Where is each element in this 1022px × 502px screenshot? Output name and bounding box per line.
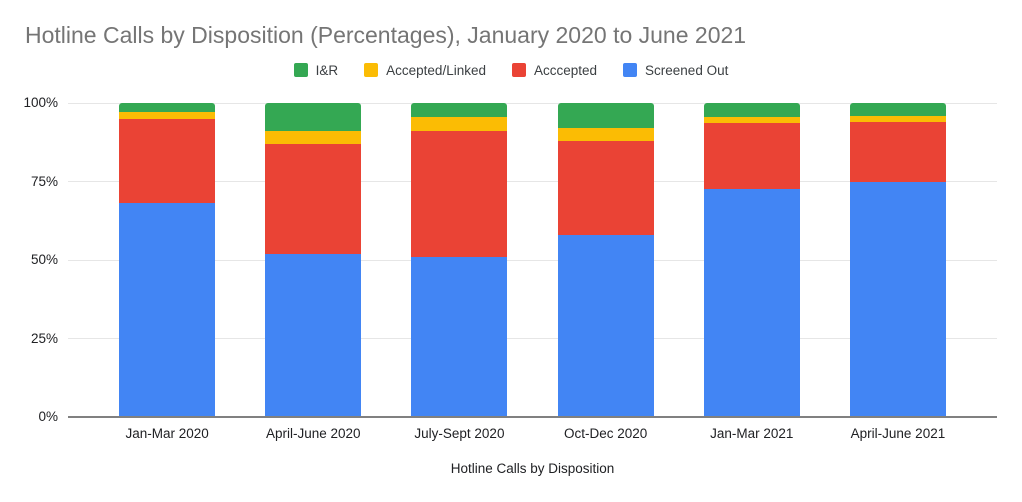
y-axis-labels: 0% 25% 50% 75% 100% bbox=[0, 96, 58, 424]
legend-label: Acccepted bbox=[533, 62, 598, 78]
x-tick-label-july-sept-2020: July-Sept 2020 bbox=[414, 426, 505, 441]
y-tick-label-0%: 0% bbox=[38, 409, 58, 424]
bar-april-june-2020[interactable] bbox=[265, 103, 362, 417]
bar-segment-i-r[interactable] bbox=[119, 103, 216, 113]
y-tick-label-75%: 75% bbox=[30, 173, 58, 189]
plot-area bbox=[68, 102, 997, 418]
bar-segment-accepted-linked[interactable] bbox=[557, 128, 654, 141]
legend-swatch-screened-out bbox=[623, 63, 638, 77]
legend-swatch-acccepted bbox=[511, 63, 526, 77]
bar-segment-acccepted[interactable] bbox=[265, 143, 362, 254]
y-tick-label-50%: 50% bbox=[30, 252, 58, 267]
bar-slot-jan-mar-2021 bbox=[679, 103, 825, 417]
legend-label: Screened Out bbox=[645, 62, 729, 78]
legend-item-i-r: I&R bbox=[293, 62, 339, 78]
x-axis-title: Hotline Calls by Disposition bbox=[450, 461, 615, 476]
bar-april-june-2021[interactable] bbox=[849, 103, 946, 417]
gridline-25% bbox=[68, 338, 997, 339]
bar-jan-mar-2020[interactable] bbox=[119, 103, 216, 417]
bar-segment-accepted-linked[interactable] bbox=[849, 115, 946, 122]
y-tick-label-25%: 25% bbox=[30, 330, 58, 346]
legend-label: I&R bbox=[315, 62, 339, 78]
legend-item-accepted-linked: Accepted/Linked bbox=[364, 63, 486, 78]
x-tick-label-april-june-2021: April-June 2021 bbox=[850, 426, 946, 441]
bar-segment-acccepted[interactable] bbox=[411, 131, 508, 257]
bar-segment-screened-out[interactable] bbox=[557, 234, 654, 417]
bar-segment-screened-out[interactable] bbox=[703, 189, 800, 417]
bar-slot-april-june-2020 bbox=[240, 103, 386, 417]
legend-item-screened-out: Screened Out bbox=[623, 63, 728, 78]
bar-segment-i-r[interactable] bbox=[557, 103, 654, 129]
bar-oct-dec-2020[interactable] bbox=[557, 103, 654, 417]
bar-segment-accepted-linked[interactable] bbox=[265, 131, 362, 144]
gridline-75% bbox=[68, 181, 997, 182]
legend: I&R Accepted/Linked Acccepted Screened Out bbox=[0, 61, 1022, 79]
bar-slot-july-sept-2020 bbox=[386, 103, 532, 417]
bar-segment-i-r[interactable] bbox=[265, 103, 362, 132]
bar-slot-oct-dec-2020 bbox=[533, 103, 679, 417]
bar-segment-acccepted[interactable] bbox=[557, 140, 654, 235]
gridline-100% bbox=[68, 102, 997, 104]
bar-segment-i-r[interactable] bbox=[703, 103, 800, 118]
chart-title: Hotline Calls by Disposition (Percentage… bbox=[25, 22, 747, 48]
bar-segment-accepted-linked[interactable] bbox=[119, 112, 216, 119]
bar-segment-screened-out[interactable] bbox=[849, 181, 946, 417]
legend-swatch-accepted-linked bbox=[364, 63, 379, 77]
bar-slot-jan-mar-2020 bbox=[94, 103, 240, 417]
bar-segment-screened-out[interactable] bbox=[265, 253, 362, 417]
x-tick-label-april-june-2020: April-June 2020 bbox=[265, 426, 361, 441]
legend-item-acccepted: Acccepted bbox=[511, 62, 598, 78]
gridline-50% bbox=[68, 259, 997, 261]
x-tick-label-jan-mar-2021: Jan-Mar 2021 bbox=[710, 426, 794, 441]
y-tick-label-100%: 100% bbox=[23, 95, 58, 110]
bar-segment-accepted-linked[interactable] bbox=[703, 117, 800, 124]
bar-segment-acccepted[interactable] bbox=[703, 123, 800, 190]
bar-july-sept-2020[interactable] bbox=[411, 103, 508, 417]
bar-segment-accepted-linked[interactable] bbox=[411, 117, 508, 132]
bar-segment-acccepted[interactable] bbox=[849, 121, 946, 182]
legend-swatch-i-r bbox=[293, 63, 308, 77]
x-tick-label-oct-dec-2020: Oct-Dec 2020 bbox=[563, 426, 648, 441]
legend-label: Accepted/Linked bbox=[386, 62, 486, 78]
bar-segment-screened-out[interactable] bbox=[119, 203, 216, 417]
x-tick-label-jan-mar-2020: Jan-Mar 2020 bbox=[125, 426, 209, 441]
bar-segment-i-r[interactable] bbox=[849, 103, 946, 116]
bar-segment-screened-out[interactable] bbox=[411, 256, 508, 417]
bars-row bbox=[94, 103, 971, 417]
x-axis-baseline bbox=[68, 416, 997, 418]
x-axis-labels: Jan-Mar 2020 April-June 2020 July-Sept 202… bbox=[94, 426, 971, 441]
bar-segment-i-r[interactable] bbox=[411, 103, 508, 118]
bar-segment-acccepted[interactable] bbox=[119, 118, 216, 204]
bar-slot-april-june-2021 bbox=[825, 103, 971, 417]
bar-jan-mar-2021[interactable] bbox=[703, 103, 800, 417]
